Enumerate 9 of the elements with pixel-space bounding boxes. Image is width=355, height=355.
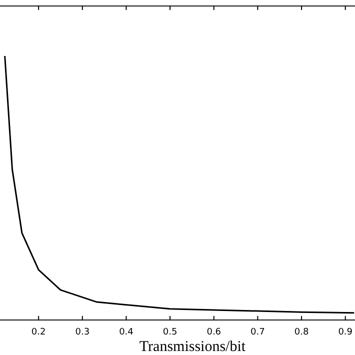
x-tick-label: 0.5 (162, 328, 178, 338)
x-tick-label: 0.7 (250, 328, 265, 338)
x-tick-label: 0.9 (338, 328, 353, 338)
x-tick-label: 0.2 (31, 328, 46, 338)
x-tick-label: 0.4 (119, 328, 134, 338)
x-axis-title: Transmissions/bit (139, 339, 246, 355)
x-tick-label: 0.8 (294, 328, 309, 338)
x-tick-label: 0.3 (75, 328, 90, 338)
x-tick-label: 0.6 (206, 328, 222, 338)
